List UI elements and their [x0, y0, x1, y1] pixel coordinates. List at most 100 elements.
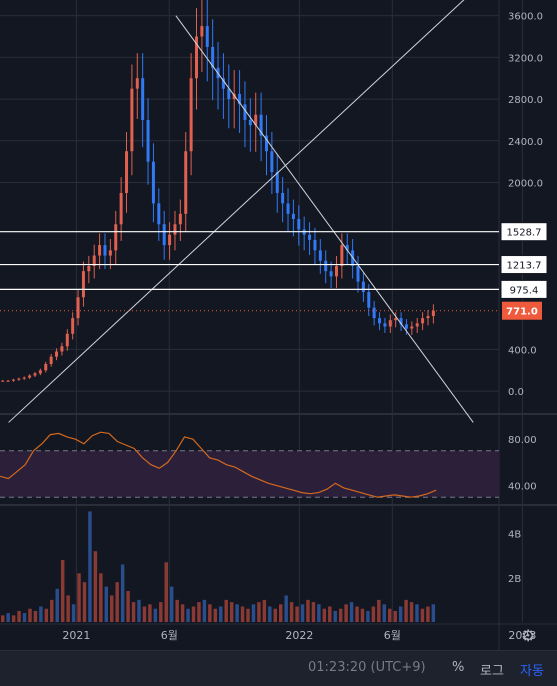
candle-body: [404, 324, 408, 329]
volume-bar: [360, 608, 365, 622]
price-level-tag: [500, 255, 548, 275]
volume-bar: [191, 606, 196, 622]
percent-scale-toggle[interactable]: %: [452, 660, 465, 675]
candle-body: [367, 292, 371, 308]
candle-body: [211, 46, 215, 68]
candle-body: [383, 323, 387, 327]
y-tick-label: 2400.0: [508, 137, 543, 148]
y-tick-label: 3200.0: [508, 53, 543, 64]
candle-body: [264, 135, 268, 152]
volume-bar: [268, 606, 272, 622]
candle-body: [146, 119, 150, 162]
volume-bar: [169, 586, 174, 622]
volume-bar: [278, 604, 283, 622]
x-tick-label: 2021: [62, 629, 90, 642]
volume-bar: [208, 604, 212, 622]
volume-bar: [153, 608, 158, 622]
candle-body: [205, 26, 209, 47]
candle-body: [200, 26, 204, 37]
volume-bar: [338, 608, 343, 622]
candle-body: [60, 346, 64, 352]
rsi-tick-label: 40.00: [508, 482, 537, 493]
volume-bar: [126, 591, 130, 622]
candle-body: [270, 151, 274, 173]
volume-bar: [77, 573, 81, 622]
candle-body: [98, 245, 102, 256]
volume-bar: [142, 606, 147, 622]
candle-body: [103, 245, 107, 256]
candle-body: [329, 271, 333, 277]
volume-bar: [50, 599, 54, 622]
volume-bar: [197, 602, 201, 622]
volume-bar: [420, 608, 425, 622]
volume-bar: [55, 588, 59, 622]
volume-bar: [99, 573, 103, 622]
candle-body: [275, 172, 279, 193]
trendline: [8, 0, 465, 423]
volume-bar: [289, 602, 294, 622]
candle-body: [243, 104, 247, 120]
price-level-label: 1213.7: [507, 261, 542, 272]
log-scale-toggle[interactable]: 로그: [480, 664, 504, 679]
x-tick-label: 2022: [285, 629, 313, 642]
candle-body: [195, 36, 199, 79]
candle-body: [313, 239, 317, 251]
candle-body: [17, 378, 21, 380]
candle-body: [1, 380, 5, 382]
candle-body: [114, 224, 118, 251]
volume-bar: [219, 606, 223, 622]
candle-body: [232, 93, 236, 100]
candle-body: [92, 255, 96, 266]
price-level-tag: [500, 279, 548, 299]
volume-bar: [415, 604, 419, 622]
volume-bar: [39, 606, 43, 622]
candle-body: [38, 370, 42, 374]
volume-bar: [164, 562, 168, 622]
candle-body: [431, 310, 435, 317]
volume-bar: [388, 608, 392, 622]
volume-bar: [262, 599, 267, 622]
volume-bar: [349, 602, 354, 622]
volume-bar: [33, 610, 38, 622]
volume-bar: [120, 564, 125, 622]
candle-body: [55, 351, 59, 357]
volume-bar: [28, 608, 32, 622]
volume-bar: [300, 604, 305, 622]
candle-body: [254, 114, 258, 126]
volume-bar: [311, 602, 316, 622]
volume-bar: [22, 613, 27, 622]
volume-bar: [66, 595, 70, 622]
candle-body: [141, 78, 145, 120]
auto-scale-toggle[interactable]: 자동: [520, 664, 544, 679]
volume-bar: [284, 595, 288, 622]
price-level-label: 975.4: [510, 285, 539, 296]
volume-bar: [355, 606, 359, 622]
candle-body: [291, 213, 295, 220]
volume-bar: [377, 599, 381, 622]
volume-bar: [17, 610, 21, 622]
candle-body: [168, 234, 172, 246]
volume-bar: [213, 608, 218, 622]
candle-body: [162, 224, 166, 246]
candle-body: [421, 318, 425, 324]
volume-bar: [186, 608, 190, 622]
volume-bar: [431, 604, 436, 622]
volume-bar: [366, 610, 370, 622]
candle-body: [71, 318, 75, 334]
volume-bar: [88, 511, 92, 622]
volume-bar: [246, 608, 250, 622]
volume-bar: [224, 599, 228, 622]
candle-body: [345, 245, 349, 251]
timezone-clock[interactable]: 01:23:20 (UTC+9): [308, 660, 426, 675]
candle-body: [44, 364, 48, 371]
price-chart[interactable]: 2021 6월 2022 6월 2023 0.0 400.0 2000.0 2400.0 2800…: [0, 0, 557, 650]
volume-bar: [60, 560, 65, 622]
volume-bar: [382, 604, 387, 622]
candle-body: [399, 318, 403, 325]
candle-body: [394, 318, 398, 321]
volume-bar: [333, 610, 337, 622]
candle-body: [221, 78, 225, 89]
gear-icon[interactable]: ⚙: [521, 626, 536, 645]
candle-body: [259, 114, 263, 136]
rsi-tick-label: 80.00: [508, 435, 537, 446]
